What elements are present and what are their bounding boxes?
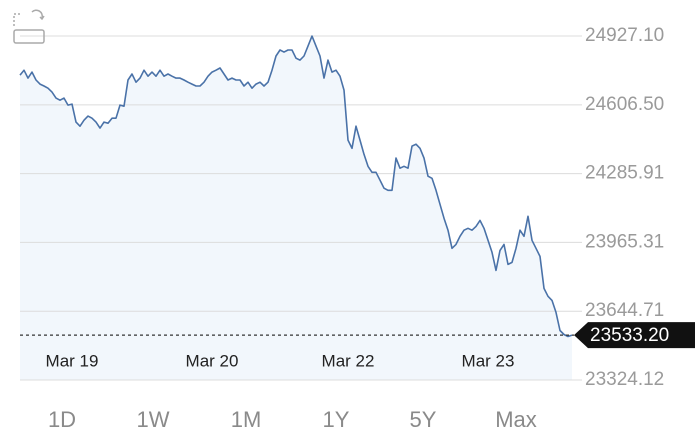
x-tick-label: Mar 23	[462, 351, 515, 370]
y-tick-label: 23644.71	[585, 300, 664, 321]
area	[20, 36, 572, 380]
x-tick-label: Mar 20	[186, 351, 239, 370]
range-button[interactable]: 1Y	[323, 407, 350, 432]
range-button[interactable]: 1D	[48, 407, 76, 432]
range-button[interactable]: 1W	[137, 407, 170, 432]
y-tick-label: 24285.91	[585, 163, 664, 184]
x-tick-label: Mar 19	[46, 351, 99, 370]
rotate-icon[interactable]	[13, 9, 45, 44]
range-button[interactable]: Max	[495, 407, 537, 432]
y-tick-label: 24606.50	[585, 94, 664, 115]
range-button[interactable]: 1M	[231, 407, 262, 432]
y-tick-label: 24927.10	[585, 25, 664, 46]
y-tick-label: 23965.31	[585, 231, 664, 252]
last-price-tag	[574, 322, 695, 349]
last-price-label: 23533.20	[590, 325, 669, 346]
x-tick-label: Mar 22	[322, 351, 375, 370]
price-line	[19, 35, 573, 338]
range-button[interactable]: 5Y	[410, 407, 437, 432]
y-tick-label: 23324.12	[585, 369, 664, 390]
